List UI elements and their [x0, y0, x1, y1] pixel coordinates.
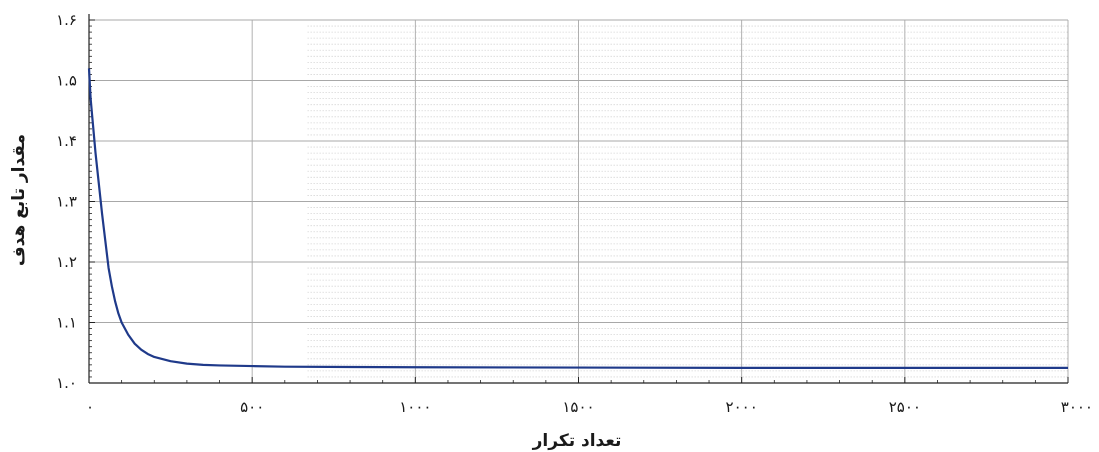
y-tick-labels: ۱.۰ ۱.۱ ۱.۲ ۱.۳ ۱.۴ ۱.۵ ۱.۶ [56, 11, 77, 392]
y-tick-label: ۱.۴ [56, 132, 77, 150]
x-tick-labels: ۰ ۵۰۰ ۱۰۰۰ ۱۵۰۰ ۲۰۰۰ ۲۵۰۰ ۳۰۰۰ [86, 398, 1093, 416]
y-tick-label: ۱.۳ [56, 193, 77, 211]
x-tick-label: ۱۰۰۰ [399, 398, 431, 416]
x-tick-label: ۱۵۰۰ [562, 398, 594, 416]
major-grid [89, 19, 1069, 383]
y-axis-label: مقدار تابع هدف [9, 134, 29, 266]
x-axis-label: تعداد تکرار [532, 431, 622, 451]
series-layer [87, 68, 1068, 369]
y-tick-label: ۱.۶ [56, 11, 77, 29]
x-tick-label: ۵۰۰ [240, 398, 264, 416]
x-tick-label: ۰ [86, 398, 94, 416]
y-tick-label: ۱.۱ [56, 314, 77, 332]
y-tick-label: ۱.۰ [56, 374, 77, 392]
tick-marks [88, 19, 1069, 384]
x-tick-label: ۲۰۰۰ [726, 398, 758, 416]
y-tick-label: ۱.۲ [56, 253, 77, 271]
x-tick-label: ۳۰۰۰ [1061, 398, 1093, 416]
x-tick-label: ۲۵۰۰ [889, 398, 921, 416]
series-line [87, 68, 1068, 369]
minor-grid [307, 25, 1068, 378]
y-tick-label: ۱.۵ [56, 72, 77, 90]
